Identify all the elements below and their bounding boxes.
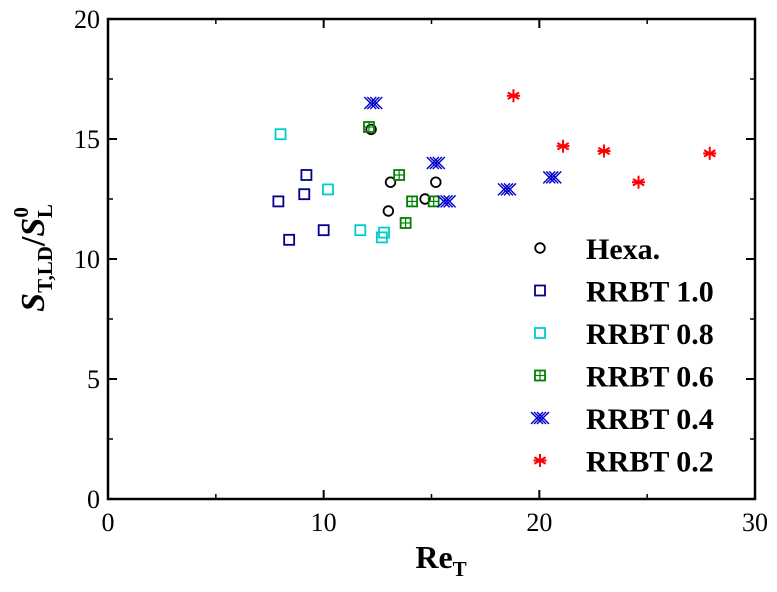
point-series-3-1 — [393, 169, 406, 181]
legend-label-2: RRBT 0.8 — [586, 318, 714, 351]
y-axis-label-slash: / — [15, 236, 52, 247]
point-series-3-2 — [399, 217, 412, 229]
x-axis-label-sub: T — [453, 557, 467, 581]
point-series-0-2 — [382, 205, 395, 217]
y-tick-label: 15 — [74, 125, 100, 154]
point-series-5-1 — [556, 139, 570, 153]
point-series-0-3 — [419, 193, 431, 205]
point-series-5-0 — [506, 89, 520, 103]
point-series-1-3 — [300, 169, 313, 181]
y-tick-label: 5 — [87, 365, 100, 394]
legend-marker-2 — [534, 327, 546, 339]
legend-label-1: RRBT 1.0 — [586, 276, 714, 309]
x-axis-label: ReT — [415, 539, 466, 581]
legend-label-4: RRBT 0.4 — [586, 403, 714, 436]
y-axis-label-s1: S — [15, 293, 52, 312]
x-tick-label: 30 — [742, 508, 768, 537]
point-series-5-2 — [597, 144, 611, 158]
point-series-0-1 — [384, 176, 397, 188]
legend-label-5: RRBT 0.2 — [586, 446, 714, 479]
y-axis-label-sup2: 0 — [9, 207, 33, 218]
point-series-4-1 — [426, 156, 446, 170]
y-axis-label-sub1: T,LD — [33, 246, 57, 293]
y-tick-label: 0 — [87, 485, 100, 514]
y-axis-label-sub2: L — [33, 204, 57, 218]
y-axis-label-s2: S — [15, 218, 52, 237]
point-series-2-2 — [354, 224, 367, 237]
x-tick-label: 20 — [526, 508, 552, 537]
legend-marker-4 — [530, 411, 550, 425]
point-series-1-1 — [283, 233, 296, 246]
point-series-5-3 — [632, 175, 646, 189]
data-points — [272, 89, 717, 246]
legend-marker-1 — [534, 284, 546, 297]
x-axis-label-main: Re — [415, 539, 452, 575]
point-series-3-4 — [427, 195, 440, 208]
point-series-4-2 — [437, 194, 457, 208]
point-series-4-3 — [497, 182, 517, 196]
point-series-0-0 — [365, 123, 377, 136]
point-series-3-0 — [363, 121, 375, 133]
x-axis-ticks: 0 10 20 30 — [102, 19, 768, 537]
legend: Hexa. RRBT 1.0 RRBT 0.8 RRBT 0.6 RRBT 0.4 RRB… — [530, 233, 714, 479]
legend-marker-5 — [533, 454, 547, 467]
point-series-1-2 — [298, 188, 311, 201]
legend-marker-0 — [534, 242, 546, 254]
x-tick-label: 0 — [102, 508, 115, 537]
legend-label-3: RRBT 0.6 — [586, 361, 714, 394]
x-tick-label: 10 — [311, 508, 337, 537]
y-tick-label: 10 — [74, 245, 100, 274]
point-series-1-4 — [317, 224, 330, 237]
point-series-0-4 — [430, 176, 442, 188]
y-axis-ticks: 0 5 10 15 20 — [74, 5, 755, 514]
point-series-2-1 — [322, 183, 334, 196]
legend-marker-3 — [534, 369, 546, 382]
y-tick-label: 20 — [74, 5, 100, 34]
point-series-2-4 — [378, 226, 390, 239]
point-series-4-4 — [542, 170, 562, 184]
point-series-1-0 — [272, 195, 285, 208]
point-series-5-4 — [703, 146, 717, 160]
y-axis-label: ST,LD/S0L — [9, 204, 57, 312]
legend-label-0: Hexa. — [586, 233, 660, 266]
point-series-2-0 — [274, 128, 287, 141]
point-series-3-3 — [406, 195, 418, 208]
point-series-4-0 — [363, 96, 383, 110]
